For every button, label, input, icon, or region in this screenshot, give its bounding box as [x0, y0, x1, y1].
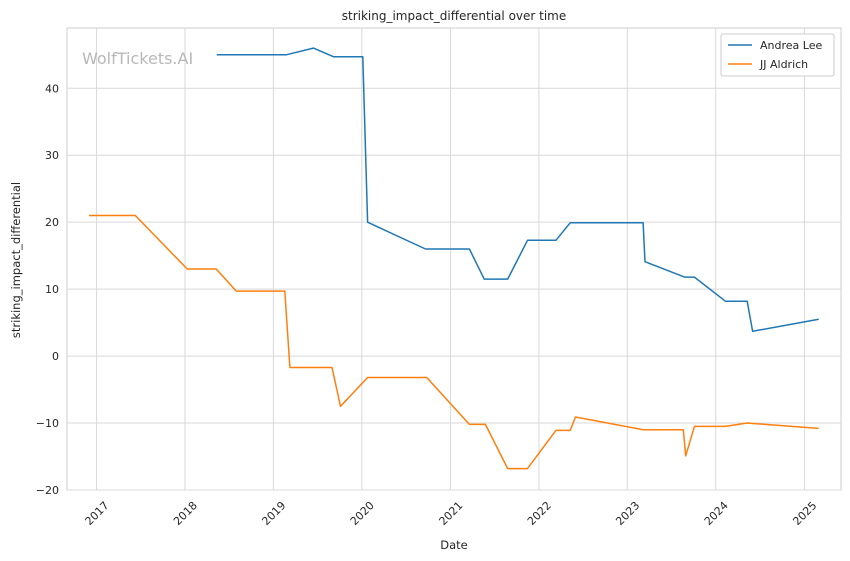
- plot-area: [66, 27, 842, 491]
- y-tick-label: 0: [52, 350, 59, 363]
- legend-label-jj-aldrich: JJ Aldrich: [759, 58, 808, 71]
- x-tick-labels: 2017 2018 2019 2020 2021 2022 2023 2024 2025: [83, 499, 820, 528]
- x-tick-label: 2018: [171, 499, 200, 528]
- series-line-jj-aldrich: [89, 214, 819, 470]
- y-tick-label: −20: [36, 484, 59, 497]
- watermark: WolfTickets.AI: [82, 49, 193, 68]
- y-gridlines: [67, 87, 841, 491]
- y-tick-label: 20: [45, 216, 59, 229]
- x-tick-label: 2024: [702, 499, 731, 528]
- x-axis-label: Date: [440, 538, 468, 552]
- x-tick-label: 2025: [790, 499, 819, 528]
- y-tick-label: 10: [45, 283, 59, 296]
- legend: Andrea Lee JJ Aldrich: [720, 33, 835, 77]
- series-line-andrea-lee: [216, 47, 819, 333]
- x-tick-label: 2019: [259, 499, 288, 528]
- y-tick-label: 40: [45, 82, 59, 95]
- chart-title: striking_impact_differential over time: [342, 9, 567, 23]
- y-tick-label: −10: [36, 417, 59, 430]
- x-tick-label: 2020: [348, 499, 377, 528]
- x-tick-label: 2022: [525, 499, 554, 528]
- x-tick-label: 2017: [83, 499, 112, 528]
- y-tick-label: 30: [45, 149, 59, 162]
- y-axis-label: striking_impact_differential: [9, 182, 23, 338]
- series-layer: [89, 47, 819, 470]
- x-gridlines: [96, 28, 805, 490]
- x-tick-label: 2021: [437, 499, 466, 528]
- x-tick-label: 2023: [613, 499, 642, 528]
- legend-label-andrea-lee: Andrea Lee: [760, 39, 822, 52]
- y-tick-labels: −20 −10 0 10 20 30 40: [36, 82, 59, 497]
